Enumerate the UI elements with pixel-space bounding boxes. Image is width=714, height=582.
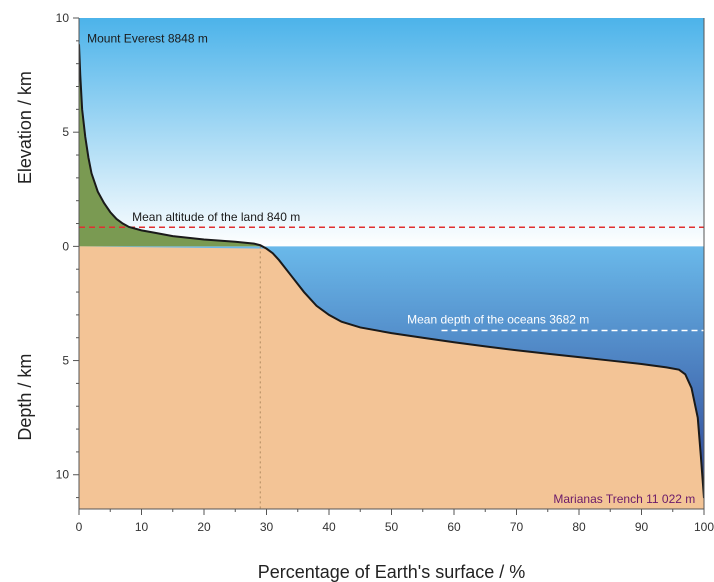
y-tick-label: 10 xyxy=(56,11,70,25)
mean-land-annotation: Mean altitude of the land 840 m xyxy=(132,210,300,224)
y-axis-label-elevation: Elevation / km xyxy=(15,71,35,184)
y-tick-label: 5 xyxy=(62,354,69,368)
trench-annotation: Marianas Trench 11 022 m xyxy=(553,492,695,506)
x-tick-label: 0 xyxy=(76,520,83,534)
hypsometric-curve xyxy=(79,44,704,499)
everest-annotation: Mount Everest 8848 m xyxy=(87,31,208,45)
y-tick-label: 5 xyxy=(62,125,69,139)
y-tick-label: 10 xyxy=(56,468,70,482)
x-tick-label: 30 xyxy=(260,520,274,534)
x-tick-label: 10 xyxy=(135,520,149,534)
x-tick-label: 70 xyxy=(510,520,524,534)
x-tick-label: 60 xyxy=(447,520,461,534)
mean-ocean-annotation: Mean depth of the oceans 3682 m xyxy=(407,312,589,326)
x-axis-label: Percentage of Earth's surface / % xyxy=(258,562,526,582)
x-tick-label: 40 xyxy=(322,520,336,534)
sky-background xyxy=(79,18,704,247)
x-tick-label: 100 xyxy=(694,520,714,534)
x-tick-label: 90 xyxy=(635,520,649,534)
x-tick-label: 20 xyxy=(197,520,211,534)
y-axis-label-depth: Depth / km xyxy=(15,354,35,441)
land-area-above-sea xyxy=(79,44,263,247)
y-tick-label: 0 xyxy=(62,239,69,253)
x-tick-label: 50 xyxy=(385,520,399,534)
x-tick-label: 80 xyxy=(572,520,586,534)
land-area-below-sea xyxy=(79,246,704,509)
